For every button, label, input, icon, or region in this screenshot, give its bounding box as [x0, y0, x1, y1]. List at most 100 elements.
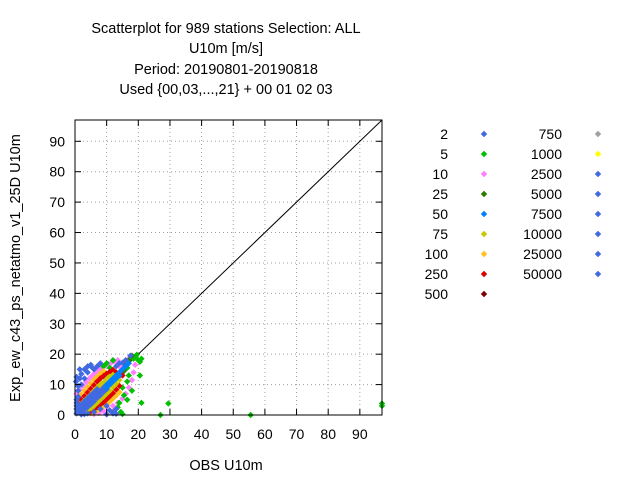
- scatter-point-pink: [130, 369, 137, 376]
- legend-marker: [594, 270, 602, 278]
- scatter-point-pink: [109, 402, 117, 410]
- legend-marker: [480, 290, 488, 298]
- y-tick-label: 50: [49, 255, 65, 271]
- axis-ticks: 0 10 20 30 40 50 60 70 80 90 0 10 20 30 40 50 60 70 80 90: [49, 120, 382, 442]
- legend-label: 100: [425, 246, 449, 262]
- legend-label: 7500: [531, 206, 562, 222]
- legend-label: 250: [425, 266, 449, 282]
- legend-marker: [480, 130, 488, 138]
- scatter-point-blue-core: [112, 405, 120, 413]
- legend-marker: [594, 250, 602, 258]
- scatter-point-green: [138, 399, 145, 407]
- legend-label: 10000: [523, 226, 562, 242]
- x-tick-label: 50: [225, 426, 241, 442]
- legend-marker: [480, 250, 488, 258]
- legend-label: 1000: [531, 146, 562, 162]
- scatter-point-blue-core: [84, 395, 91, 402]
- scatter-point-blue-on_diag: [125, 360, 133, 367]
- scatter-point-blue-core: [93, 385, 101, 393]
- scatter-point-blue-on_diag: [116, 372, 123, 379]
- scatter-point-blue-core: [87, 363, 95, 370]
- scatter-point-blue-core: [74, 393, 82, 400]
- scatter-point-blue-core: [74, 387, 82, 394]
- x-tick-label: 90: [352, 426, 368, 442]
- scatter-point-blue-core: [81, 406, 88, 413]
- scatter-point-blue-core: [72, 378, 80, 385]
- legend-marker: [480, 190, 488, 198]
- chart-title-line-3: Period: 20190801-20190818: [134, 62, 318, 78]
- scatter-point-pink: [108, 359, 115, 366]
- scatter-point-green: [136, 358, 144, 365]
- legend-marker: [594, 150, 602, 158]
- x-tick-label: 40: [194, 426, 210, 442]
- legend-label: 5000: [531, 186, 562, 202]
- scatter-point-green: [103, 360, 110, 367]
- legend-marker: [594, 210, 602, 218]
- scatter-point-blue-fringe: [97, 360, 104, 367]
- legend-marker: [594, 190, 602, 198]
- scatter-point-blue-core: [90, 398, 98, 405]
- legend-label: 25000: [523, 246, 562, 262]
- chart-title-line-2: U10m [m/s]: [188, 41, 264, 57]
- y-tick-label: 60: [49, 225, 65, 241]
- scatter-point-green: [128, 387, 136, 394]
- legend-label: 750: [539, 126, 563, 142]
- y-tick-label: 20: [49, 346, 65, 362]
- x-tick-label: 70: [289, 426, 305, 442]
- scatter-point-orange: [116, 388, 123, 396]
- scatter-point-blue-core: [78, 401, 85, 408]
- scatter-point-orange: [81, 387, 88, 394]
- scatter-point-blue-core: [78, 381, 85, 388]
- x-tick-label: 0: [71, 426, 79, 442]
- x-tick-label: 30: [162, 426, 178, 442]
- x-axis-label: OBS U10m: [189, 458, 262, 474]
- scatter-point-green: [109, 357, 117, 364]
- legend-label: 75: [432, 226, 448, 242]
- scatter-point-green: [133, 351, 140, 358]
- y-tick-label: 40: [49, 285, 65, 301]
- legend-marker: [480, 230, 488, 238]
- legend-marker: [480, 210, 488, 218]
- legend-label: 500: [425, 286, 449, 302]
- scatter-point-green: [138, 355, 145, 362]
- scatter-point-green: [165, 400, 172, 407]
- scatter-point-red: [84, 389, 91, 396]
- legend-label: 50000: [523, 266, 562, 282]
- scatter-point-blue-core: [100, 388, 107, 396]
- y-tick-label: 70: [49, 194, 65, 210]
- scatter-points: [72, 351, 386, 419]
- legend-label: 2: [440, 126, 448, 142]
- scatter-point-green: [120, 392, 128, 399]
- x-tick-label: 60: [257, 426, 273, 442]
- scatter-point-green: [124, 396, 131, 403]
- scatter-point-pink: [131, 361, 139, 369]
- scatter-point-blue-core: [81, 375, 88, 382]
- legend-marker: [480, 150, 488, 158]
- legend-marker: [594, 170, 602, 178]
- legend-label: 50: [432, 206, 448, 222]
- scatter-point-blue-core: [97, 392, 104, 399]
- chart-title-line-4: Used {00,03,...,21} + 00 01 02 03: [119, 82, 333, 98]
- x-tick-label: 80: [320, 426, 336, 442]
- scatter-point-green: [125, 372, 133, 379]
- scatter-point-green: [136, 372, 144, 379]
- x-tick-label: 20: [131, 426, 147, 442]
- x-tick-label: 10: [99, 426, 115, 442]
- legend-label: 25: [432, 186, 448, 202]
- legend-label: 2500: [531, 166, 562, 182]
- scatter-point-yellow: [112, 380, 120, 387]
- y-tick-label: 0: [57, 407, 65, 423]
- scatter-point-blue-core: [84, 369, 91, 376]
- legend-label: 5: [440, 146, 448, 162]
- y-tick-label: 10: [49, 377, 65, 393]
- scatter-point-blue-fringe: [76, 366, 83, 373]
- legend-marker: [480, 270, 488, 278]
- plot-frame: [74, 119, 383, 416]
- legend-marker: [480, 170, 488, 178]
- scatter-point-blue-core: [103, 402, 110, 410]
- scatter-point-red: [100, 372, 107, 380]
- legend-marker: [594, 230, 602, 238]
- scatter-point-orange: [100, 368, 107, 375]
- scatter-point-blue-on_diag: [103, 384, 110, 391]
